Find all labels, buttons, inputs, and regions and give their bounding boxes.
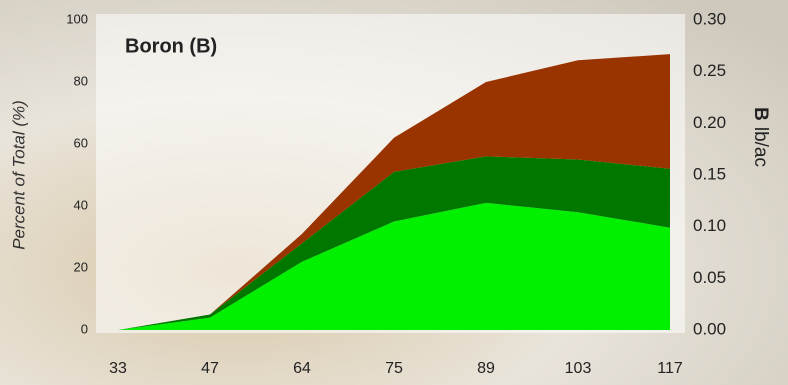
y2-tick-label: 0.10 — [693, 216, 726, 235]
y-axis-label: Percent of Total (%) — [9, 100, 28, 250]
x-tick-label: 64 — [293, 360, 311, 377]
y2-tick-label: 0.05 — [693, 268, 726, 287]
y2-tick-label: 0.30 — [693, 9, 726, 28]
y2-tick-label: 0.20 — [693, 113, 726, 132]
y2-tick-label: 0.15 — [693, 164, 726, 183]
x-tick-label: 103 — [565, 360, 592, 377]
area — [118, 54, 670, 330]
y-tick-label: 60 — [74, 135, 88, 150]
area — [118, 202, 670, 330]
y-tick-label: 80 — [74, 73, 88, 88]
x-tick-label: 117 — [657, 360, 683, 377]
y-tick-label: 0 — [81, 321, 88, 336]
y-tick-label: 20 — [74, 259, 88, 274]
x-tick-label: 33 — [109, 360, 127, 377]
y2-axis-label: Blb/ac — [750, 107, 771, 167]
area — [118, 156, 670, 330]
chart-title: Boron (B) — [125, 35, 217, 57]
y2-label-unit: lb/ac — [750, 127, 771, 167]
y-tick-label: 40 — [74, 197, 88, 212]
x-tick-label: 47 — [201, 360, 219, 377]
x-tick-label: 75 — [385, 360, 403, 377]
x-tick-label: 89 — [477, 360, 495, 377]
y2-label-bold: B — [750, 107, 771, 121]
y2-tick-label: 0.25 — [693, 61, 726, 80]
y2-tick-label: 0.00 — [693, 319, 726, 338]
y-tick-label: 100 — [66, 11, 88, 26]
